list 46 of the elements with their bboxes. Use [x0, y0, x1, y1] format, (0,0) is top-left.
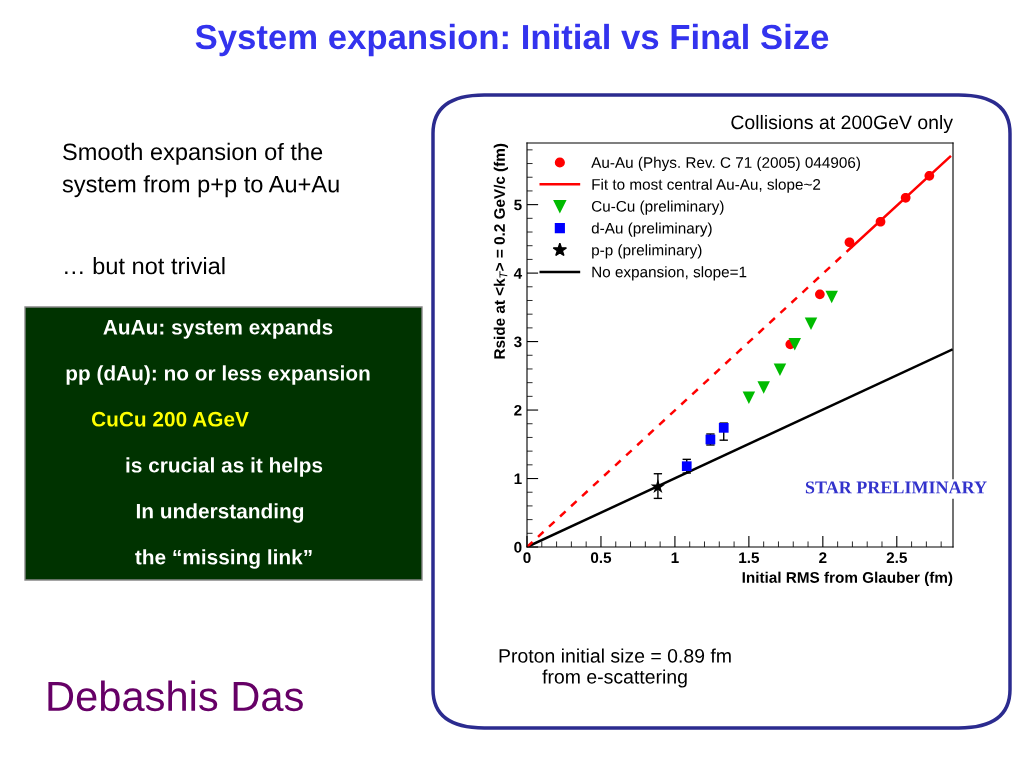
point — [815, 289, 825, 300]
chart-title: System expansion: Initial vs Final Size — [195, 23, 829, 57]
text: CuCu 200 AGeV — [91, 411, 249, 427]
text: Smooth expansion of the system from p+p to Au+Au — [62, 142, 339, 198]
x-tick-label: 1.5 — [739, 552, 760, 564]
text: Proton initial size = 0.89 fm from e-scattering — [499, 648, 731, 688]
point — [773, 363, 787, 376]
y-tick-label: 3 — [513, 336, 522, 348]
y-tick-label: 5 — [514, 199, 522, 211]
legend-label: No expansion, slope=1 — [592, 266, 747, 281]
point — [788, 338, 801, 351]
point — [650, 479, 666, 493]
legend-label: d-Au (preliminary) — [591, 222, 712, 237]
point — [825, 290, 838, 304]
y-tick-label: 4 — [513, 268, 523, 279]
text: pp (dAu): no or less expansion — [66, 365, 370, 385]
legend-label: p-p (preliminary) — [592, 244, 702, 259]
text: Debashis Das — [48, 680, 303, 712]
y-tick-label: 1 — [514, 473, 522, 485]
point — [804, 317, 818, 331]
point — [718, 422, 729, 433]
point — [924, 171, 935, 181]
x-tick-label: 1 — [671, 552, 679, 563]
annotation: STAR PRELIMINARY — [805, 481, 987, 494]
text: AuAu: system expands — [103, 319, 333, 339]
x-tick-label: 0 — [523, 552, 531, 564]
x-tick-label: 0.5 — [590, 552, 612, 564]
x-axis-title: Initial RMS from Glauber (fm) — [742, 571, 953, 586]
text: the “missing link” — [135, 549, 312, 569]
point — [844, 237, 855, 248]
text: is crucial as it helps — [126, 457, 323, 477]
y-tick-label: 0 — [514, 541, 522, 553]
point — [742, 391, 756, 404]
text: … but not trivial — [65, 256, 225, 275]
point — [757, 381, 770, 394]
legend-label: Fit to most central Au-Au, slope~2 — [592, 178, 821, 193]
y-tick-label: 2 — [514, 404, 522, 416]
legend-label: Au-Au (Phys. Rev. C 71 (2005) 044906) — [591, 156, 860, 171]
text: In understanding — [136, 503, 304, 523]
text: Collisions at 200GeV only — [731, 114, 953, 134]
y-axis-title: Rside at <k$_{T}$> = 0.2 GeV/c (fm) — [493, 143, 508, 359]
point — [875, 216, 886, 227]
x-tick-label: 2.5 — [886, 552, 907, 564]
point — [900, 192, 911, 203]
legend-label: Cu-Cu (preliminary) — [591, 200, 724, 215]
x-tick-label: 2 — [819, 552, 827, 563]
